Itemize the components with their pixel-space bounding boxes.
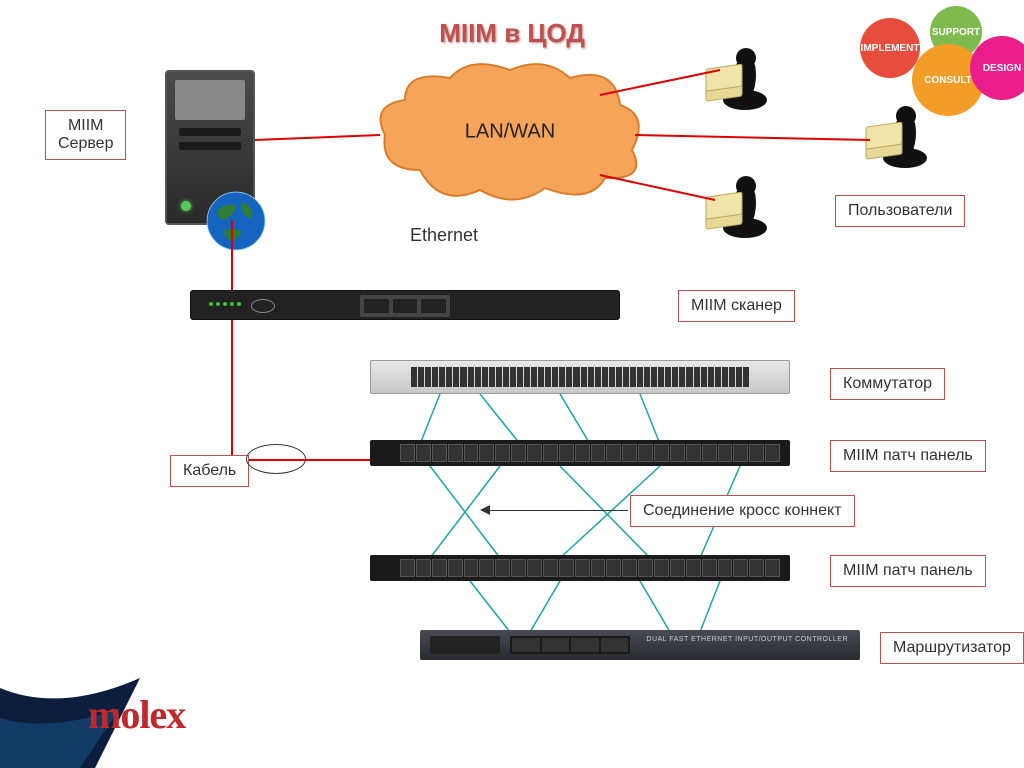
router-device: DUAL FAST ETHERNET INPUT/OUTPUT CONTROLL… xyxy=(420,630,860,660)
server-label: MIIM Сервер xyxy=(45,110,126,160)
cable-label: Кабель xyxy=(170,455,249,487)
switch-label: Коммутатор xyxy=(830,368,945,400)
patch-panel-1 xyxy=(370,440,790,466)
crossconnect-arrow xyxy=(490,510,628,511)
patch-panel-2 xyxy=(370,555,790,581)
miim-scanner-device xyxy=(190,290,620,320)
crossconnect-label: Соединение кросс коннект xyxy=(630,495,855,527)
cable-ellipse-icon xyxy=(246,444,306,474)
ethernet-label: Ethernet xyxy=(410,225,478,246)
globe-icon xyxy=(205,190,267,252)
scanner-label: MIIM сканер xyxy=(678,290,795,322)
lan-wan-cloud: LAN/WAN xyxy=(370,60,650,210)
user-icon xyxy=(860,98,940,173)
patch1-label: MIIM патч панель xyxy=(830,440,986,472)
molex-logo: molex xyxy=(88,691,185,738)
cloud-label: LAN/WAN xyxy=(465,121,555,144)
user-icon xyxy=(700,40,780,115)
patch2-label: MIIM патч панель xyxy=(830,555,986,587)
user-icon xyxy=(700,168,780,243)
page-title: MIIM в ЦОД xyxy=(439,18,585,49)
users-label: Пользователи xyxy=(835,195,965,227)
crossconnect-arrowhead xyxy=(480,505,490,515)
switch-device xyxy=(370,360,790,394)
brand-bubble: IMPLEMENT xyxy=(860,18,920,78)
router-caption: DUAL FAST ETHERNET INPUT/OUTPUT CONTROLL… xyxy=(646,636,848,643)
router-label: Маршрутизатор xyxy=(880,632,1024,664)
